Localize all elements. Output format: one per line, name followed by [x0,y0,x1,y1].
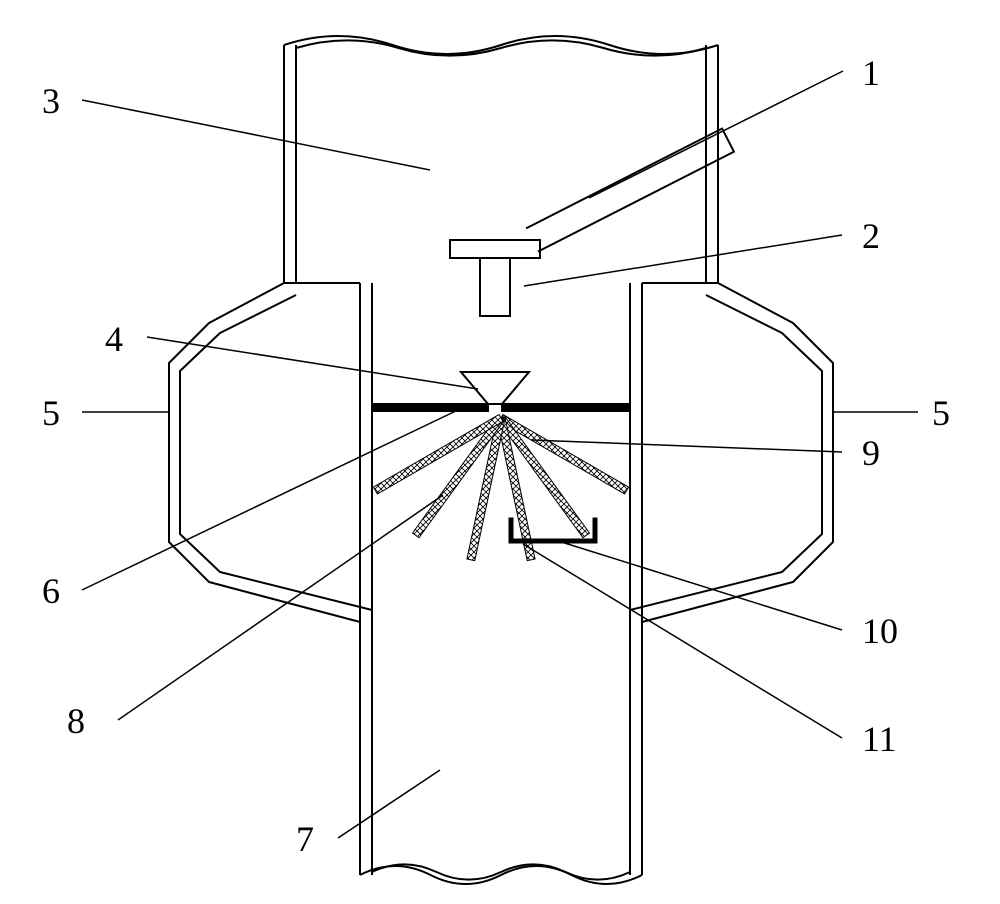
label-6: 6 [42,570,60,612]
label-9: 9 [862,432,880,474]
label-1: 1 [862,52,880,94]
label-7: 7 [296,818,314,860]
label-2: 2 [862,215,880,257]
diagram-svg [0,0,1000,904]
label-8: 8 [67,700,85,742]
label-4: 4 [105,318,123,360]
label-11: 11 [862,718,897,760]
label-5L: 5 [42,392,60,434]
label-5R: 5 [932,392,950,434]
label-10: 10 [862,610,898,652]
label-3: 3 [42,80,60,122]
